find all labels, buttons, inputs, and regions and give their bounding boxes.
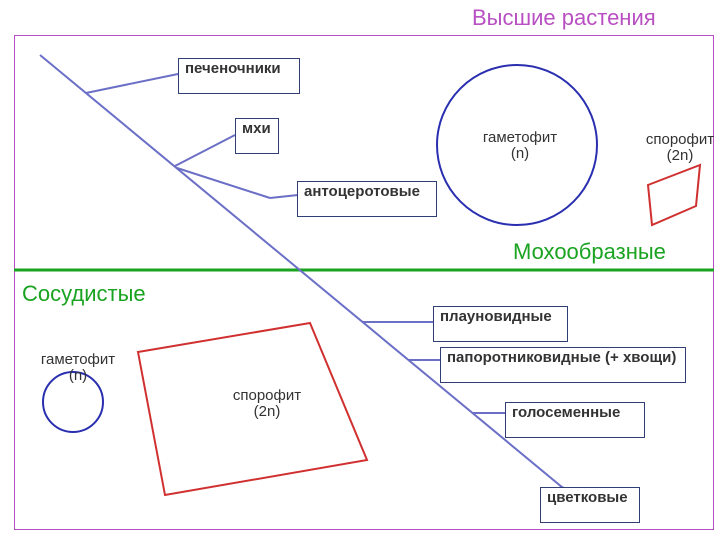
box-ferns: папоротниковидные (+ хвощи)	[440, 347, 686, 383]
diagram-canvas: Высшие растения Мохообразные Сосудистые …	[0, 0, 720, 540]
label-sporophyte-large: спорофит (2n)	[227, 388, 307, 420]
text-line: спорофит	[233, 388, 301, 404]
box-gymnosperms: голосеменные	[505, 402, 645, 438]
title-higher-plants: Высшие растения	[472, 6, 672, 29]
text-line: гаметофит	[483, 130, 557, 146]
title-bryophytes: Мохообразные	[513, 240, 713, 263]
text-line: (2n)	[254, 404, 281, 420]
label-sporophyte-small: спорофит (2n)	[640, 132, 720, 164]
box-mosses: мхи	[235, 118, 279, 154]
text-line: спорофит	[646, 132, 714, 148]
box-liverworts: печеночники	[178, 58, 300, 94]
box-lycophytes: плауновидные	[433, 306, 568, 342]
box-hornworts: антоцеротовые	[297, 181, 437, 217]
title-vascular: Сосудистые	[22, 282, 192, 305]
text-line: (n)	[511, 146, 529, 162]
text-line: гаметофит	[41, 352, 115, 368]
text-line: (2n)	[667, 148, 694, 164]
label-gametophyte-small: гаметофит (n)	[38, 352, 118, 384]
text-line: (n)	[69, 368, 87, 384]
box-angiosperms: цветковые	[540, 487, 640, 523]
label-gametophyte-large: гаметофит (n)	[480, 130, 560, 162]
